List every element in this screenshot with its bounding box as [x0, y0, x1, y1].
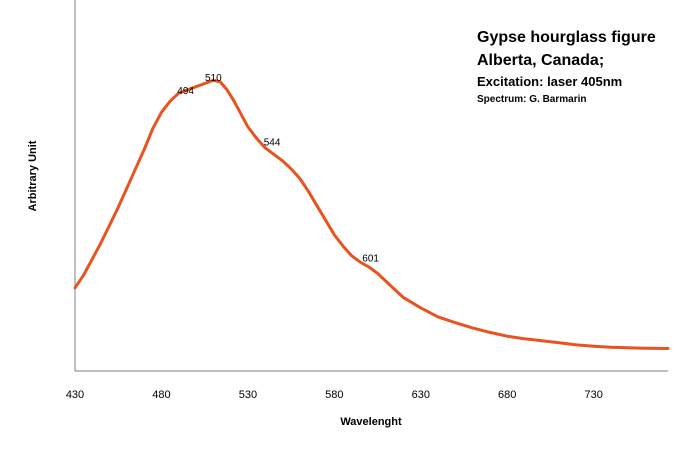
peak-label: 544	[264, 137, 281, 148]
peak-label: 494	[177, 86, 194, 97]
title-line-2: Alberta, Canada;	[477, 52, 604, 69]
peak-label: 601	[362, 253, 379, 264]
x-axis-title: Wavelenght	[340, 416, 402, 428]
title-line-4: Spectrum: G. Barmarin	[477, 94, 586, 105]
spectrum-line	[73, 78, 670, 350]
x-tick-label: 580	[325, 389, 343, 401]
x-tick-labels: 430 480 530 580 630 680 730	[66, 389, 603, 401]
title-line-1: Gypse hourglass figure	[477, 29, 656, 46]
x-tick-label: 480	[152, 389, 170, 401]
x-tick-label: 530	[239, 389, 257, 401]
y-axis-title: Arbitrary Unit	[27, 140, 39, 211]
x-tick-label: 430	[66, 389, 84, 401]
axes	[74, 0, 668, 372]
title-line-3: Excitation: laser 405nm	[477, 74, 622, 89]
peak-annotations: 494 510 544 601	[177, 73, 379, 264]
x-tick-label: 680	[498, 389, 516, 401]
chart-title-block: Gypse hourglass figure Alberta, Canada; …	[477, 29, 656, 105]
x-tick-label: 730	[584, 389, 602, 401]
x-tick-label: 630	[412, 389, 430, 401]
peak-label: 510	[205, 73, 222, 84]
